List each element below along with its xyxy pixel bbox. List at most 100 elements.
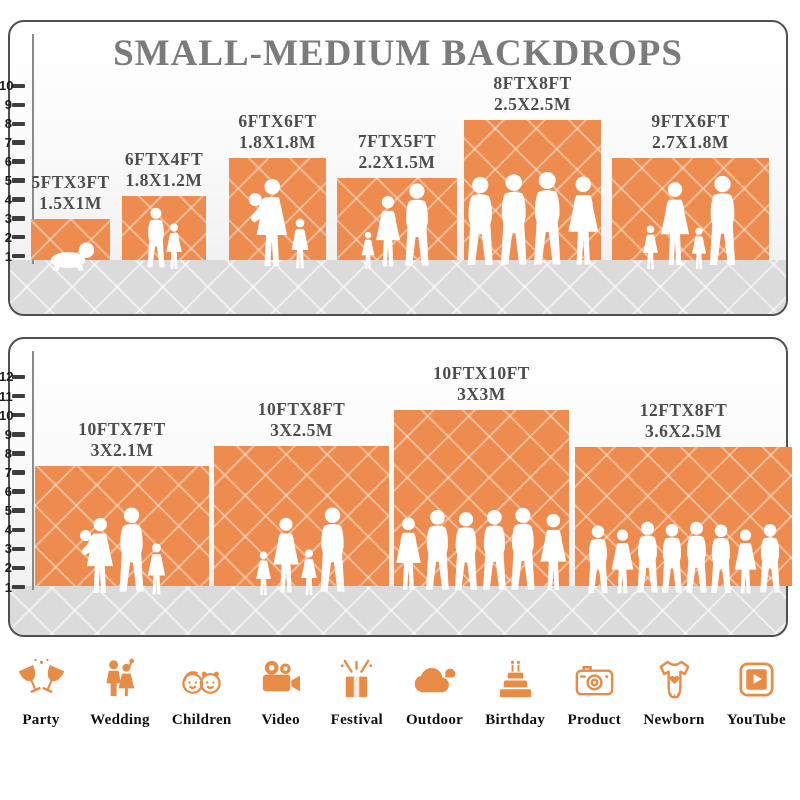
ruler-tick <box>12 216 25 221</box>
ruler-tick <box>12 393 25 399</box>
category-label: Birthday <box>485 712 546 728</box>
ruler-number: 2 <box>4 229 12 245</box>
size-meters-text: 3X3M <box>457 384 506 404</box>
person-silhouette <box>685 521 707 593</box>
video-icon <box>263 660 301 692</box>
ruler-number: 10 <box>0 407 14 423</box>
backdrop-figures <box>464 171 601 273</box>
category-children: Children <box>172 656 232 729</box>
category-birthday: Birthday <box>485 656 545 729</box>
person-silhouette <box>454 512 477 590</box>
person-silhouette <box>710 524 731 593</box>
page-title: SMALL-MEDIUM BACKDROPS <box>113 33 683 74</box>
product-icon <box>575 666 614 696</box>
person-silhouette <box>540 513 567 591</box>
youtube-icon <box>739 662 774 697</box>
person-silhouette <box>587 525 608 594</box>
ruler-axis <box>32 351 34 590</box>
size-feet-text: 10FTX10FT <box>433 363 530 383</box>
ruler-tick <box>12 197 25 202</box>
baby-silhouette <box>50 242 95 271</box>
size-feet-text: 6FTX4FT <box>124 149 204 169</box>
category-label: Product <box>567 712 622 728</box>
backdrop-size-label: 8FTX8FT 2.5X2.5M <box>453 73 613 115</box>
size-meters-text: 3X2.5M <box>270 420 333 440</box>
person-silhouette <box>80 517 113 594</box>
size-chart-panel-bottom: 1 2 3 4 5 6 7 8 9 10 11 12 10FTX7FT 3X2.1M 10FTX8FT 3X2… <box>0 337 792 637</box>
backdrop-9ftx6ft <box>612 158 769 270</box>
ruler-number: 9 <box>4 426 12 442</box>
person-silhouette <box>709 175 735 265</box>
backdrop-size-label: 9FTX6FT 2.7X1.8M <box>611 111 771 153</box>
backdrop-figures <box>229 178 326 273</box>
ruler-number: 3 <box>4 541 12 557</box>
backdrop-5ftx3ft <box>31 219 110 271</box>
person-silhouette <box>642 225 658 270</box>
ruler-tick <box>12 470 25 475</box>
ruler-number: 4 <box>4 522 12 538</box>
newborn-icon <box>659 660 689 699</box>
size-feet-text: 7FTX5FT <box>357 131 437 151</box>
person-silhouette <box>734 529 756 594</box>
backdrop-10ftx7ft <box>35 466 209 595</box>
ruler-tick <box>12 527 25 532</box>
person-silhouette <box>482 509 506 590</box>
ruler-number: 9 <box>4 97 12 113</box>
category-festival: Festival <box>330 656 384 729</box>
backdrop-figures <box>214 507 389 599</box>
backdrop-12ftx8ft <box>575 447 792 594</box>
category-outdoor: Outdoor <box>406 656 463 729</box>
ruler-number: 1 <box>4 579 12 595</box>
backdrop-figures <box>337 183 457 273</box>
person-silhouette <box>511 507 536 590</box>
backdrop-size-label: 6FTX4FT 1.8X1.2M <box>84 149 244 191</box>
ruler-number: 7 <box>4 135 12 151</box>
category-video: Video <box>254 656 308 729</box>
ruler-tick <box>12 432 25 437</box>
size-meters-text: 3.6X2.5M <box>645 421 722 441</box>
person-silhouette <box>611 529 633 594</box>
person-silhouette <box>405 183 429 266</box>
person-silhouette <box>661 523 682 593</box>
person-silhouette <box>361 231 375 270</box>
size-feet-text: 10FTX8FT <box>257 399 346 419</box>
category-newborn: Newborn <box>643 656 704 729</box>
category-party: Party <box>14 656 68 729</box>
size-meters-text: 1.8X1.2M <box>125 170 203 190</box>
size-meters-text: 1.8X1.8M <box>239 132 316 152</box>
person-silhouette <box>255 551 271 596</box>
party-icon <box>18 658 64 693</box>
person-silhouette <box>147 543 166 595</box>
ruler-number: 4 <box>4 191 12 207</box>
category-label: Children <box>171 712 232 728</box>
children-icon <box>182 671 221 694</box>
ruler-tick <box>12 253 25 259</box>
person-silhouette <box>567 176 598 265</box>
backdrop-figures <box>31 241 110 273</box>
ruler-tick <box>12 489 25 494</box>
backdrop-size-label: 10FTX8FT 3X2.5M <box>222 399 382 441</box>
size-feet-text: 9FTX6FT <box>651 111 730 131</box>
size-meters-text: 1.5X1M <box>39 193 102 213</box>
ruler-tick <box>12 83 25 89</box>
ruler-number: 3 <box>4 210 12 226</box>
size-meters-text: 2.7X1.8M <box>652 132 729 152</box>
ruler-tick <box>12 102 25 108</box>
floor-strip <box>10 586 786 635</box>
ruler-number: 8 <box>4 116 12 132</box>
category-label: Video <box>261 712 300 728</box>
category-label: YouTube <box>726 712 786 728</box>
backdrop-10ftx8ft <box>214 446 389 596</box>
category-label: Party <box>22 712 60 728</box>
backdrop-figures <box>122 207 206 273</box>
size-chart-panel-top: SMALL-MEDIUM BACKDROPS 1 2 3 4 5 6 7 8 9 10 5FTX3F… <box>0 20 788 316</box>
size-feet-text: 5FTX3FT <box>31 172 110 192</box>
person-silhouette <box>691 227 706 270</box>
person-silhouette <box>119 507 144 592</box>
category-row: Party Wedding Children Video Festival Outdoor… <box>0 656 800 729</box>
ruler-axis <box>32 34 34 264</box>
ruler-tick <box>12 121 25 126</box>
size-feet-text: 12FTX8FT <box>639 400 728 420</box>
backdrop-6ftx6ft <box>229 158 326 269</box>
